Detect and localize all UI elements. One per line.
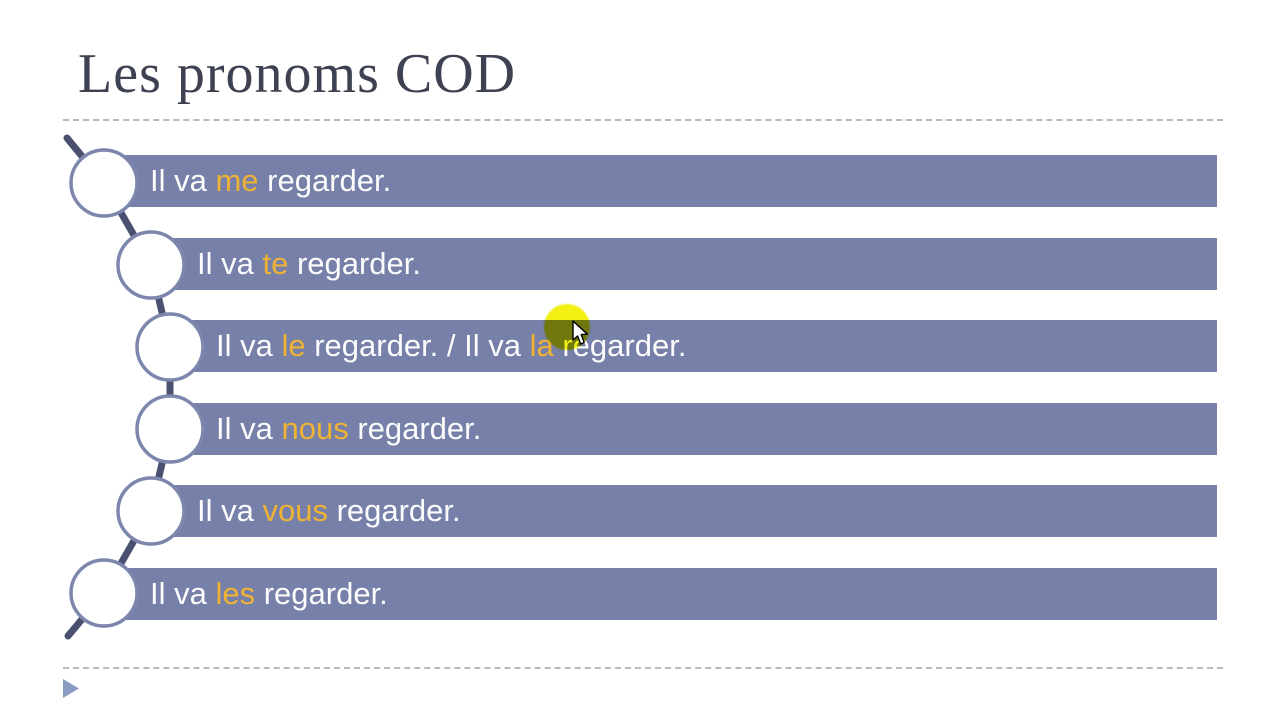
list-item: Il va me regarder. bbox=[104, 155, 1217, 207]
sentence-text: regarder. bbox=[327, 493, 461, 528]
sentence-text: Il va bbox=[216, 328, 282, 363]
footer-divider-line bbox=[63, 667, 1223, 669]
pronoun-highlight: me bbox=[215, 163, 259, 198]
pronoun-highlight: vous bbox=[262, 493, 328, 528]
list-item: Il va le regarder. / Il va la regarder. bbox=[170, 320, 1217, 372]
sentence-text: Il va bbox=[197, 246, 263, 281]
list-item: Il va vous regarder. bbox=[151, 485, 1217, 537]
sentence-text: Il va bbox=[216, 411, 282, 446]
list-item: Il va te regarder. bbox=[151, 238, 1217, 290]
sentence-text: regarder. bbox=[348, 411, 482, 446]
sentence-text: regarder. bbox=[255, 576, 388, 611]
pronoun-highlight: te bbox=[262, 246, 289, 281]
node-circles bbox=[69, 148, 205, 628]
mouse-cursor-icon bbox=[572, 320, 589, 345]
pronoun-highlight: le bbox=[281, 328, 306, 363]
sentence-text: Il va bbox=[197, 493, 263, 528]
sentence-text: Il va bbox=[150, 163, 216, 198]
sentence-text: regarder. bbox=[258, 163, 392, 198]
sentence-text: regarder. bbox=[288, 246, 422, 281]
connector-lines bbox=[63, 134, 174, 640]
pronoun-highlight: nous bbox=[281, 411, 349, 446]
sentence-text: regarder. / Il va bbox=[305, 328, 530, 363]
title-divider-line bbox=[63, 119, 1223, 121]
next-arrow-icon[interactable] bbox=[63, 679, 81, 699]
list-item: Il va nous regarder. bbox=[170, 403, 1217, 455]
slide-title: Les pronoms COD bbox=[78, 43, 517, 105]
pronoun-highlight: les bbox=[215, 576, 256, 611]
list-item: Il va les regarder. bbox=[104, 568, 1217, 620]
sentence-text: Il va bbox=[150, 576, 216, 611]
